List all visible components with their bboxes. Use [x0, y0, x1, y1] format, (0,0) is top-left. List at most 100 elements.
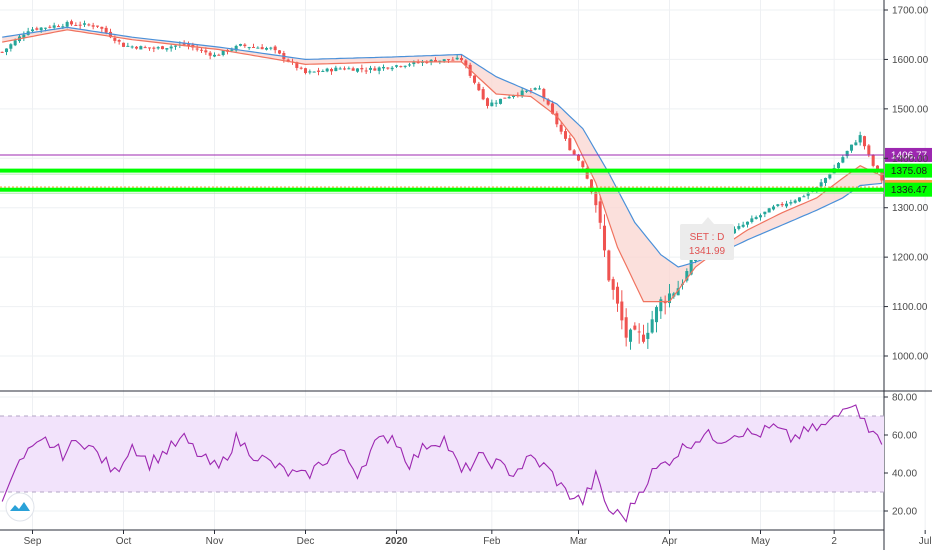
- candle-body: [858, 135, 862, 143]
- candle-body: [221, 50, 225, 55]
- candle-body: [381, 66, 386, 69]
- candle: [780, 202, 784, 207]
- candle-body: [156, 47, 160, 49]
- candle: [797, 197, 802, 203]
- candle-body: [737, 226, 741, 229]
- candle-body: [355, 68, 360, 72]
- price-axis[interactable]: 1700.00 1600.00 1500.00 1400.00 1300.00 1200.…: [884, 6, 929, 363]
- candle-body: [633, 325, 637, 330]
- candle-body: [217, 54, 221, 56]
- candle-body: [793, 200, 797, 203]
- candle-body: [654, 307, 659, 323]
- candle-body: [771, 206, 776, 210]
- candle-body: [74, 24, 78, 26]
- candle-body: [429, 59, 433, 63]
- rsi-axis[interactable]: 80.00 60.00 40.00 20.00: [884, 393, 917, 518]
- candle: [381, 64, 386, 71]
- candle-body: [442, 59, 446, 62]
- candle: [563, 128, 568, 141]
- candle: [91, 22, 95, 30]
- candle: [871, 154, 875, 168]
- rsi-line: [1, 404, 883, 523]
- candle: [165, 47, 169, 52]
- candle-body: [745, 221, 750, 225]
- rsi-band: [0, 415, 884, 493]
- candle: [854, 139, 858, 146]
- tooltip-price: 1341.99: [689, 246, 726, 257]
- candle: [823, 177, 828, 187]
- candle-body: [165, 48, 169, 50]
- candle-body: [689, 259, 693, 275]
- candle: [360, 64, 364, 73]
- candle-body: [477, 83, 481, 91]
- candle: [637, 323, 641, 344]
- candle-body: [546, 99, 550, 105]
- candle-body: [390, 67, 394, 70]
- candle: [880, 171, 884, 184]
- candle-body: [433, 59, 438, 62]
- candle-body: [9, 44, 13, 49]
- candle-body: [22, 34, 26, 38]
- candle-body: [659, 299, 663, 312]
- candle: [494, 100, 498, 107]
- candle: [238, 43, 243, 47]
- candle-body: [416, 62, 420, 64]
- time-tick-label: May: [751, 536, 770, 547]
- candle: [130, 45, 134, 49]
- candle-body: [555, 113, 559, 125]
- candle: [767, 207, 771, 213]
- time-tick-label: Jul: [919, 536, 932, 547]
- candle-body: [624, 317, 628, 338]
- candle-body: [550, 103, 555, 114]
- candle-body: [334, 67, 338, 72]
- candle: [364, 67, 368, 75]
- candle-body: [130, 46, 134, 48]
- candle: [78, 21, 82, 30]
- candle: [407, 62, 412, 67]
- candle-body: [754, 217, 758, 219]
- candle: [334, 65, 338, 72]
- candle-body: [208, 52, 212, 56]
- candle-body: [303, 68, 308, 74]
- candle-body: [620, 301, 624, 321]
- candle-body: [195, 48, 199, 50]
- candle-body: [100, 26, 104, 29]
- candle-body: [30, 29, 35, 32]
- candle-body: [667, 293, 672, 304]
- candle: [316, 67, 321, 76]
- candle-body: [628, 329, 633, 342]
- candle: [338, 66, 342, 70]
- candle: [69, 19, 74, 26]
- candle-body: [0, 51, 4, 53]
- candle: [849, 144, 854, 153]
- candle-body: [108, 31, 113, 38]
- time-axis[interactable]: SepOctNovDec2020FebMarAprMay2JulAug: [24, 530, 932, 547]
- tooltip-symbol: SET : D: [690, 232, 725, 243]
- time-tick-label: 2: [831, 536, 837, 547]
- candle: [490, 99, 494, 107]
- candle-body: [485, 98, 490, 106]
- tradingview-logo[interactable]: [5, 492, 35, 522]
- candle: [789, 199, 793, 206]
- candle: [685, 268, 689, 283]
- candle-body: [204, 50, 208, 53]
- candle-body: [455, 57, 459, 60]
- candle: [251, 43, 256, 48]
- candle: [139, 45, 143, 50]
- candle: [4, 48, 9, 56]
- candle: [477, 81, 481, 92]
- moving-averages: [2, 26, 883, 303]
- candle-body: [260, 47, 264, 50]
- candle: [121, 42, 126, 47]
- candle: [537, 85, 542, 90]
- level-label-bg: [885, 182, 932, 197]
- candle-body: [126, 45, 130, 47]
- tooltip-pointer-icon: [702, 217, 714, 224]
- candle-body: [806, 192, 810, 196]
- candle-body: [533, 88, 537, 90]
- candle: [100, 26, 104, 33]
- candle-body: [602, 225, 607, 251]
- candle-body: [797, 197, 802, 202]
